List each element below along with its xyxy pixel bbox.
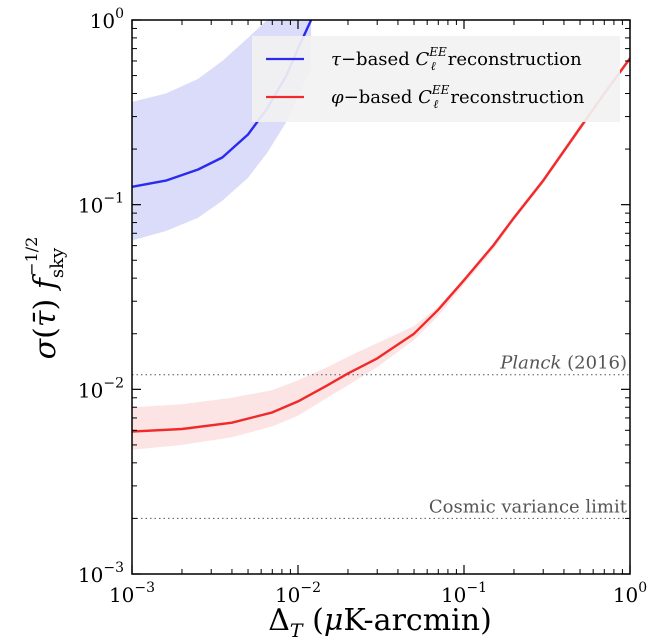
- legend-box: [252, 36, 620, 122]
- band-phi: [132, 55, 630, 450]
- legend-label-phi: φ−based CEE ℓ reconstruction: [331, 83, 585, 111]
- x-axis-label: ΔT (μK-arcmin): [268, 603, 492, 641]
- x-tick-label: 10−3: [109, 580, 155, 607]
- legend-label-tau: τ−based CEE ℓ reconstruction: [331, 45, 582, 73]
- y-tick-label: 10−1: [78, 191, 124, 218]
- x-tick-label: 10−1: [441, 580, 487, 607]
- y-tick-label: 10−3: [78, 560, 124, 587]
- reference-lines: Planck (2016) Cosmic variance limit: [132, 353, 630, 519]
- ref-label-cosmic-variance: Cosmic variance limit: [429, 496, 628, 517]
- axis-ticks: 10−3 10−2 10−1 100 10−3 10−2 10−1 100: [78, 6, 647, 607]
- line-phi: [132, 57, 630, 433]
- y-axis-label: σ(τ̄) fsky−1/2: [22, 237, 68, 360]
- plot-frame: [131, 19, 631, 575]
- y-tick-label: 100: [90, 6, 124, 33]
- y-tick-label: 10−2: [78, 375, 124, 402]
- x-tick-label: 100: [613, 580, 647, 607]
- ref-label-planck: Planck (2016): [499, 353, 627, 374]
- legend: τ−based CEE ℓ reconstruction φ−based CEE ℓ r…: [252, 36, 620, 122]
- x-tick-label: 10−2: [275, 580, 321, 607]
